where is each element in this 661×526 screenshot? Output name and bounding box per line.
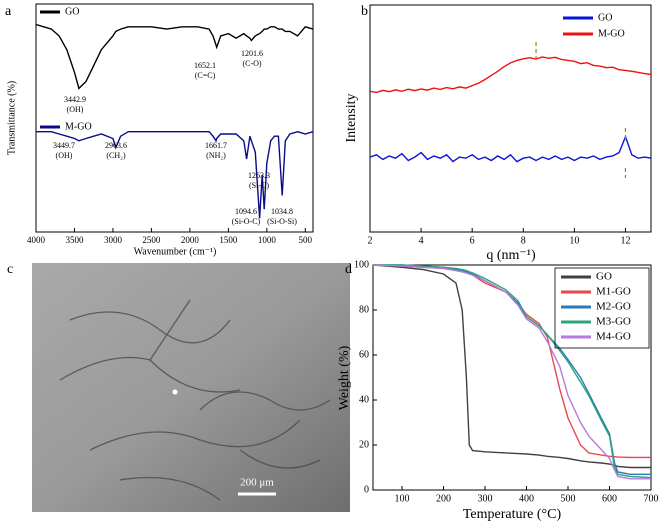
legend-label: M4-GO [596,331,631,343]
peak-annotation: (Si-O-Si) [267,217,297,226]
peak-annotation: (C=C) [195,71,216,80]
series-line [373,264,652,479]
peak-annotation: 1652.1 [194,61,216,70]
bright-spot [172,389,178,395]
x-tick-label: 2 [368,235,373,246]
panel-label: b [361,4,368,19]
panel-label: c [7,262,13,277]
series-line [369,56,652,94]
x-tick-label: 12 [620,235,630,246]
x-tick-label: 300 [478,493,493,504]
peak-annotation: (NH₂) [206,151,226,160]
legend-label: M-GO [65,121,92,132]
legend-label: GO [596,271,612,283]
panel-label: a [5,4,12,19]
x-tick-label: 2500 [142,235,161,245]
x-tick-label: 10 [569,235,579,246]
x-tick-label: 6 [470,235,475,246]
legend-label: M2-GO [596,301,631,313]
peak-annotation: 1661.7 [205,141,227,150]
x-tick-label: 500 [299,235,313,245]
x-tick-label: 700 [644,493,659,504]
plot-frame [369,4,652,233]
y-tick-label: 80 [359,304,369,315]
x-axis-label: Wavenumber (cm⁻¹) [134,246,217,257]
x-tick-label: 4 [419,235,424,246]
x-axis-label: Temperature (°C) [463,507,562,522]
x-tick-label: 200 [436,493,451,504]
peak-annotation: 1201.6 [241,49,263,58]
legend-label: M3-GO [596,316,631,328]
x-tick-label: 1000 [258,235,277,245]
series-line [372,264,651,480]
y-tick-label: 20 [359,439,369,450]
x-tick-label: 600 [602,493,617,504]
x-axis-label: q (nm⁻¹) [486,248,536,263]
y-tick-label: 100 [354,259,369,270]
peak-annotation: 1034.8 [271,207,293,216]
legend-label: M-GO [598,28,625,39]
peak-annotation: 1094.6 [235,207,257,216]
image-panel: 200 μm c [7,262,350,512]
y-axis-label: Transmittance (%) [6,81,17,155]
peak-annotation: (OH) [56,151,73,160]
legend-label: GO [598,12,612,23]
series-line [372,264,651,469]
y-axis-label: Weight (%) [337,345,352,410]
panel-label: d [345,262,352,277]
peak-annotation: (Si-O-C) [232,217,261,226]
peak-annotation: (CH₂) [106,151,126,160]
y-tick-label: 40 [359,394,369,405]
x-tick-label: 400 [519,493,534,504]
y-tick-label: 0 [364,484,369,495]
chart-panel: a Wavenumber (cm⁻¹) Transmittance (%) 4000 3… [5,3,314,257]
x-tick-label: 3000 [104,235,123,245]
x-tick-label: 3500 [65,235,84,245]
series-line [369,134,652,163]
x-tick-label: 2000 [181,235,200,245]
y-tick-label: 60 [359,349,369,360]
scale-bar-label: 200 μm [240,477,274,489]
plot-frame [35,3,314,233]
peak-annotation: 3442.9 [64,95,86,104]
x-tick-label: 100 [395,493,410,504]
peak-annotation: 2963.6 [105,141,127,150]
y-axis-label: Intensity [344,94,359,143]
plot-frame [372,264,652,491]
series-line [35,23,314,90]
x-tick-label: 1500 [219,235,238,245]
x-tick-label: 4000 [27,235,46,245]
legend-label: GO [65,6,79,17]
series-line [36,130,314,219]
peak-annotation: 3449.7 [53,141,75,150]
peak-annotation: 1263.3 [248,171,270,180]
peak-annotation: (C-O) [242,59,261,68]
peak-annotation: (Si-C) [249,181,269,190]
legend-label: M1-GO [596,286,631,298]
chart-panel: b q (nm⁻¹) Intensity 2 4 6 8 10 12 GO M-GO [344,4,652,263]
flake-edges [59,299,331,501]
legend-frame [554,267,650,349]
peak-annotation: (OH) [67,105,84,114]
x-tick-label: 8 [521,235,526,246]
x-tick-label: 500 [561,493,576,504]
